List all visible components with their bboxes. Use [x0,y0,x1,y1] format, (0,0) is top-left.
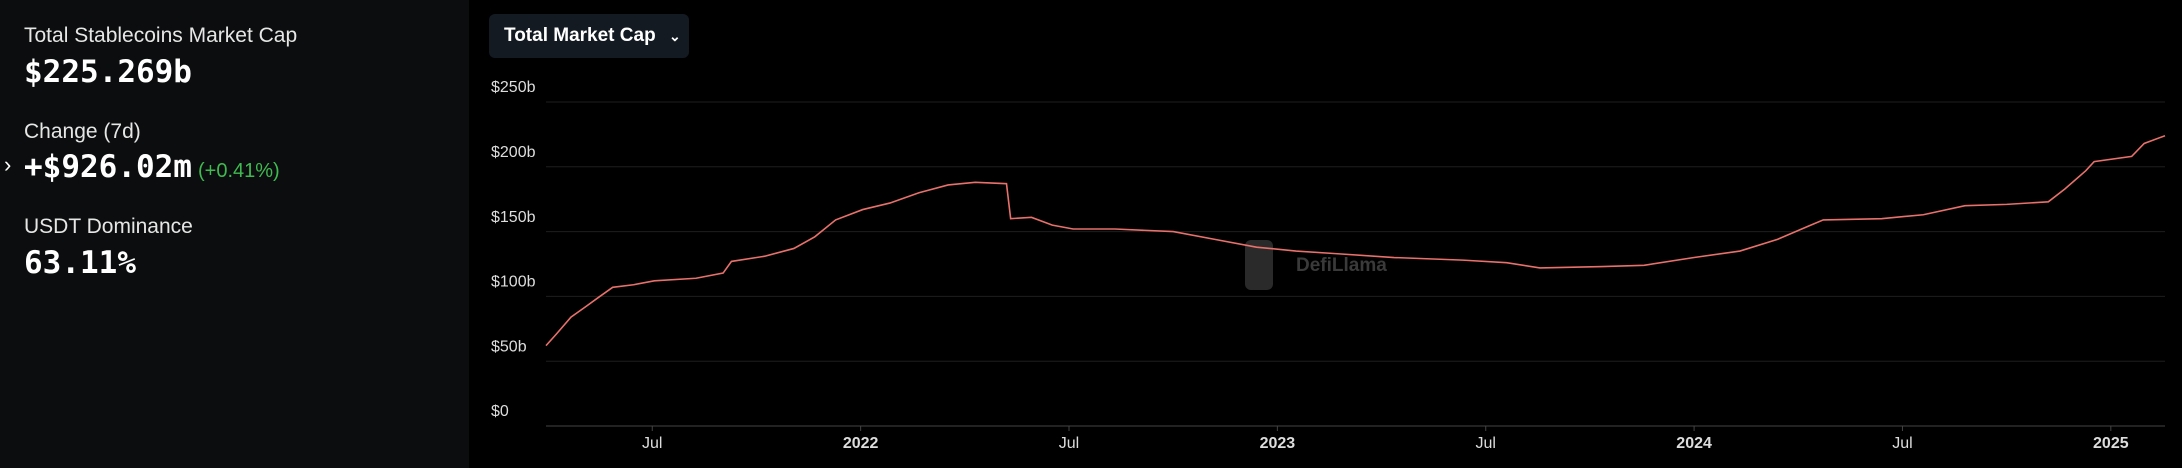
x-tick-label: Jul [642,435,662,452]
expand-icon[interactable]: › [4,152,12,177]
data-line [545,134,2166,347]
change-percent: (+0.41%) [197,160,280,182]
x-tick-label: 2023 [1260,435,1296,452]
y-tick-label: $50b [491,338,527,355]
stat-label: Total Stablecoins Market Cap [24,24,298,47]
watermark: DefiLlama [1296,255,1387,276]
stat-value: $225.269b [24,54,192,90]
x-tick-label: Jul [1892,435,1912,452]
x-tick-label: Jul [1059,435,1079,452]
y-tick-label: $250b [491,79,536,96]
dropdown-label: Total Market Cap [504,25,656,46]
metric-dropdown[interactable]: Total Market Cap ⌄ [489,14,689,58]
stats-panel: Total Stablecoins Market Cap $225.269b C… [0,0,469,468]
x-tick-label: Jul [1476,435,1496,452]
x-tick-label: 2025 [2093,435,2129,452]
y-tick-label: $150b [491,209,536,226]
stat-value: +$926.02m (+0.41%) [24,149,280,185]
y-tick-label: $100b [491,274,536,291]
watermark-logo [1245,240,1273,290]
stat-label: Change (7d) [24,120,141,143]
stat-value: 63.11% [24,245,136,281]
y-tick-label: $0 [491,403,509,420]
x-tick-label: 2022 [843,435,879,452]
stat-label: USDT Dominance [24,215,193,238]
x-tick-label: 2024 [1676,435,1712,452]
y-tick-label: $200b [491,144,536,161]
change-value: +$926.02m [24,149,192,185]
